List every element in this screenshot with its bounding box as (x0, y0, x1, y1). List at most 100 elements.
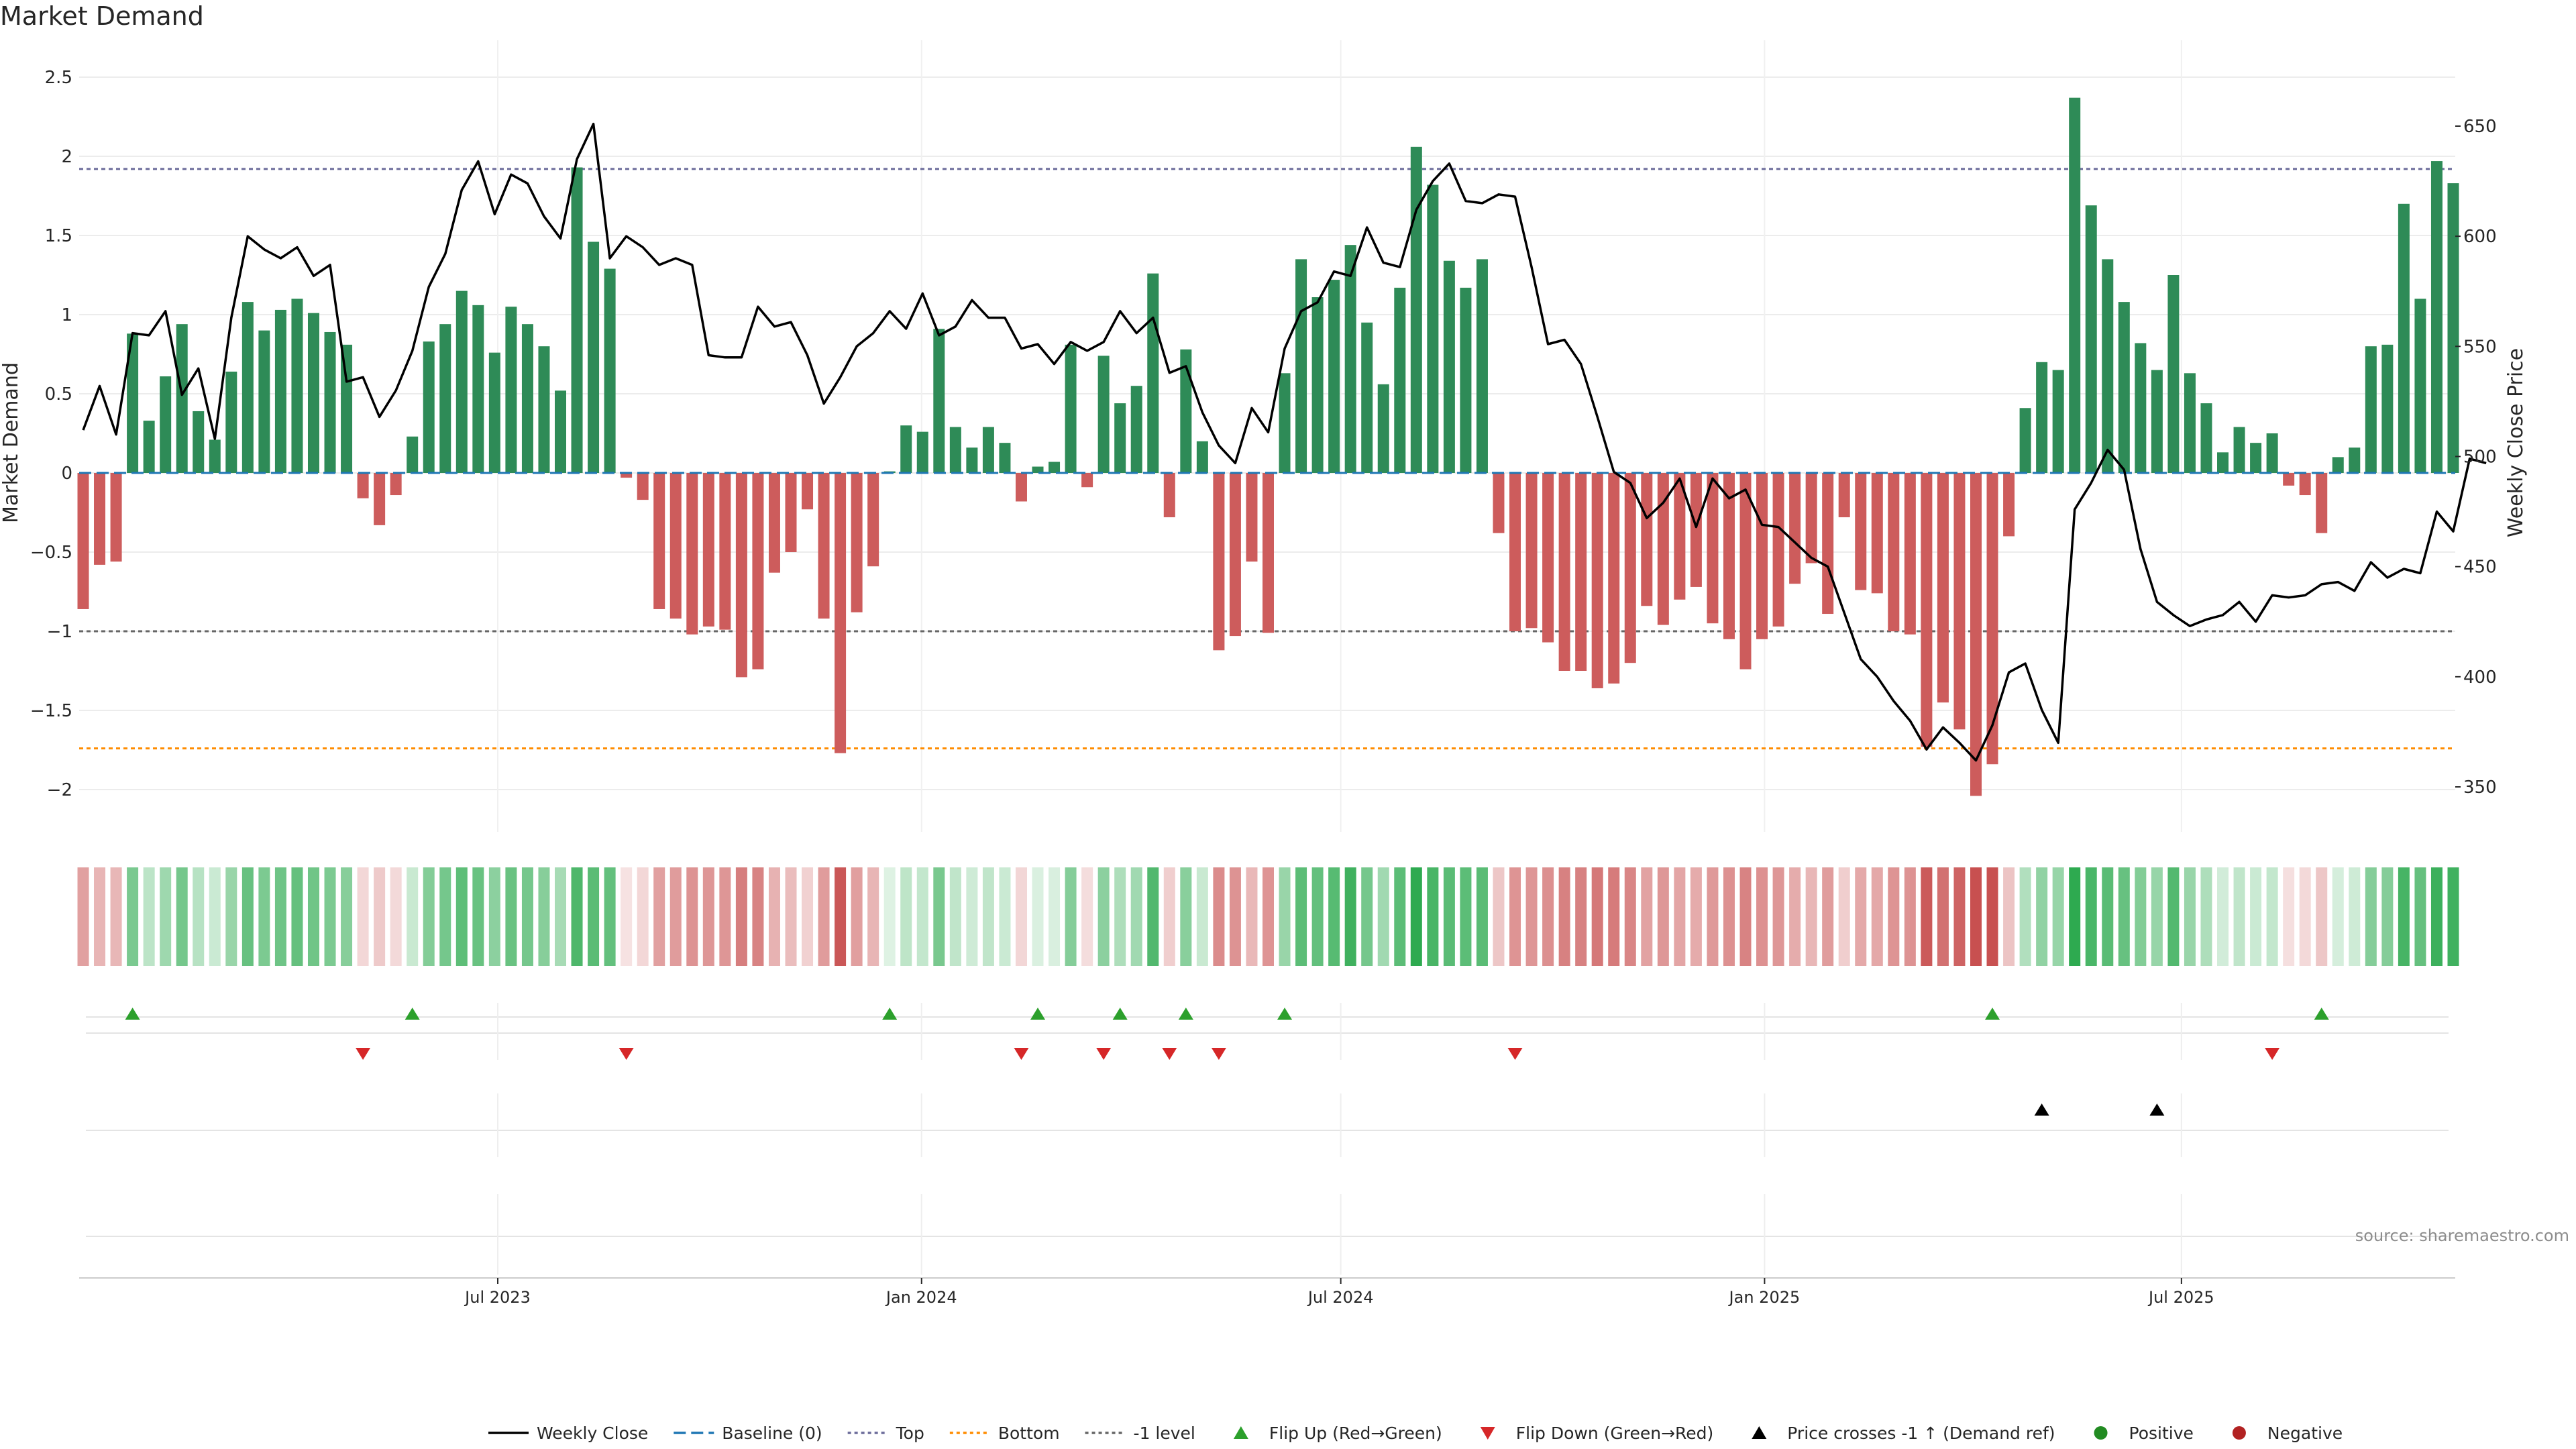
flip-up-marker (125, 1008, 140, 1020)
heat-cell (1690, 867, 1702, 966)
demand-bar-negative (1525, 473, 1538, 629)
demand-bar-negative (1641, 473, 1653, 606)
heat-cell (768, 867, 780, 966)
heat-cell (669, 867, 682, 966)
demand-bar-negative (835, 473, 847, 753)
flip-up-marker (405, 1008, 420, 1020)
demand-bar-positive (2398, 203, 2410, 473)
heat-cell (999, 867, 1011, 966)
flip-down-marker (2265, 1048, 2280, 1060)
heat-cell (949, 867, 961, 966)
demand-bar-negative (2299, 473, 2311, 496)
heat-cell (1295, 867, 1307, 966)
flip-down-marker (1507, 1048, 1523, 1060)
demand-bar-negative (1674, 473, 1686, 600)
demand-bar-negative (621, 473, 633, 478)
demand-bar-positive (2200, 403, 2212, 473)
heat-cell (2233, 867, 2245, 966)
demand-bar-negative (735, 473, 747, 678)
heat-cell (1081, 867, 1093, 966)
heat-cell (1427, 867, 1439, 966)
demand-bar-positive (1097, 356, 1110, 473)
heat-cell (1888, 867, 1900, 966)
demand-bar-positive (1328, 280, 1340, 473)
demand-bar-negative (110, 473, 122, 562)
demand-bar-positive (1049, 462, 1061, 473)
heat-cell (2118, 867, 2130, 966)
heat-cell (835, 867, 847, 966)
demand-bar-negative (1723, 473, 1735, 639)
heat-cell (1493, 867, 1505, 966)
demand-bar-positive (1443, 260, 1455, 473)
legend-label: Price crosses -1 ↑ (Demand ref) (1787, 1424, 2055, 1443)
demand-bar-negative (374, 473, 386, 525)
heat-cell (1114, 867, 1126, 966)
demand-bar-negative (2003, 473, 2015, 537)
heat-cell (2069, 867, 2081, 966)
x-tick-label: Jan 2024 (885, 1288, 957, 1307)
demand-bar-negative (94, 473, 106, 565)
demand-bar-positive (1410, 146, 1422, 473)
heat-cell (1410, 867, 1422, 966)
demand-bar-positive (999, 443, 1011, 473)
heat-cell (966, 867, 978, 966)
heat-cell (1822, 867, 1834, 966)
heat-cell (1443, 867, 1455, 966)
demand-bar-positive (1361, 322, 1373, 473)
heat-cell (2414, 867, 2426, 966)
demand-bar-positive (1344, 245, 1356, 473)
y-tick-right: 500 (2463, 447, 2497, 468)
demand-bar-negative (1871, 473, 1883, 594)
heat-cell (1953, 867, 1966, 966)
heat-cell (1097, 867, 1110, 966)
heat-cell (1789, 867, 1801, 966)
demand-bar-positive (900, 425, 912, 473)
heat-cell (867, 867, 879, 966)
demand-bar-positive (1427, 184, 1439, 473)
legend-swatch-triangle-down (1480, 1427, 1495, 1440)
demand-bar-positive (1196, 441, 1208, 473)
demand-bar-positive (258, 330, 270, 473)
heat-cell (621, 867, 633, 966)
heat-cell (2052, 867, 2064, 966)
heat-cell (818, 867, 830, 966)
flip-down-marker (1096, 1048, 1112, 1060)
demand-bar-positive (2233, 427, 2245, 473)
y-axis-label-left: Market Demand (0, 362, 23, 523)
flip-down-marker (1014, 1048, 1029, 1060)
demand-bar-negative (669, 473, 682, 619)
demand-bar-negative (1163, 473, 1175, 518)
heat-cell (2135, 867, 2147, 966)
demand-bar-positive (1394, 287, 1406, 473)
demand-bar-negative (1772, 473, 1784, 627)
demand-bar-positive (1377, 384, 1389, 473)
heat-cell (1246, 867, 1258, 966)
heat-cell (1641, 867, 1653, 966)
demand-bar-positive (423, 341, 435, 473)
demand-bar-negative (1822, 473, 1834, 614)
legend-label: Bottom (998, 1424, 1060, 1443)
heat-cell (785, 867, 797, 966)
heat-cell (1311, 867, 1324, 966)
legend-label: Flip Down (Green→Red) (1516, 1424, 1714, 1443)
heat-cell (1263, 867, 1274, 966)
y-axis-label-right: Weekly Close Price (2504, 348, 2528, 537)
flip-down-marker (1162, 1048, 1177, 1060)
demand-bar-positive (1065, 344, 1077, 473)
heat-cell (390, 867, 402, 966)
heat-cell (258, 867, 270, 966)
heat-cell (2365, 867, 2377, 966)
weekly-close-line (82, 122, 2487, 762)
heat-cell (1723, 867, 1735, 966)
y-tick-right: 350 (2463, 777, 2497, 798)
demand-bar-positive (2167, 275, 2180, 473)
demand-bar-positive (2135, 343, 2147, 473)
legend-swatch-dot (2232, 1426, 2246, 1440)
demand-bar-negative (1970, 473, 1982, 796)
demand-bar-positive (982, 427, 994, 473)
heat-cell (505, 867, 517, 966)
heat-cell (1460, 867, 1472, 966)
demand-bar-positive (2052, 370, 2064, 473)
demand-bar-negative (1558, 473, 1570, 671)
